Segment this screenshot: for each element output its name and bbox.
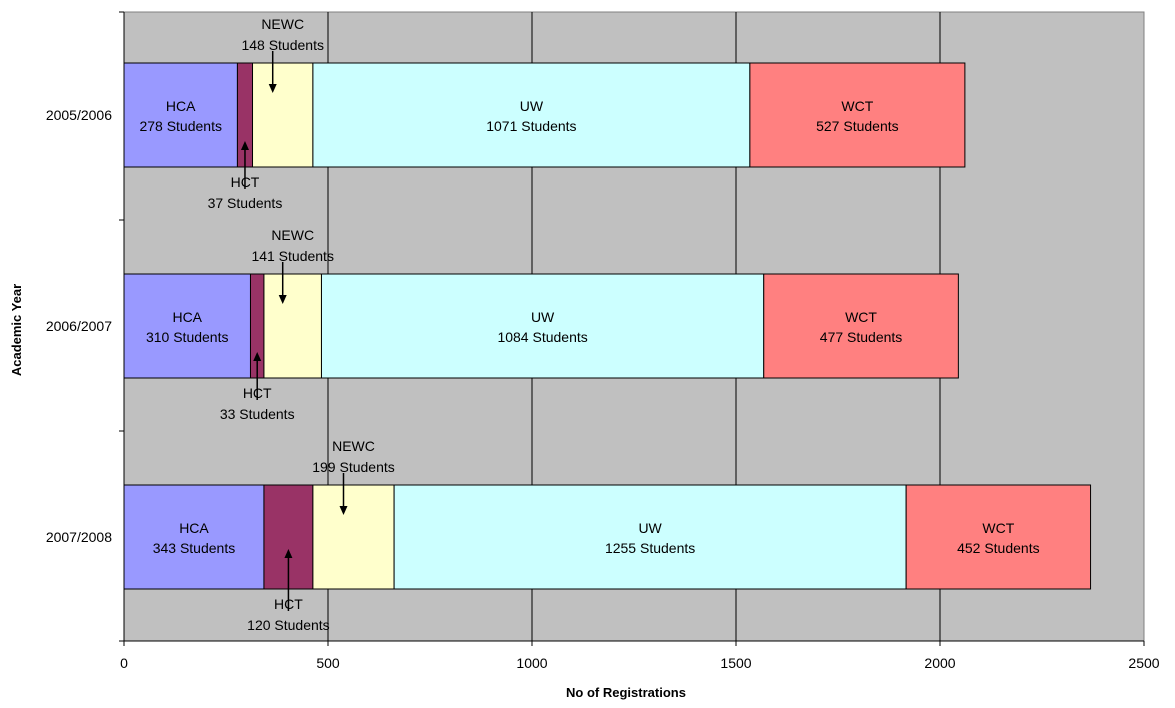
y-axis-title: Academic Year xyxy=(9,284,24,376)
segment-value-label: 37 Students xyxy=(208,195,283,211)
segment-value-label: 141 Students xyxy=(251,248,334,264)
bar-hca-3 xyxy=(123,484,265,590)
bar-hca-1 xyxy=(123,62,238,168)
y-tick-label: 2007/2008 xyxy=(46,529,112,545)
bar-wct-2 xyxy=(763,273,959,379)
segment-name-label: HCA xyxy=(172,309,202,325)
segment-value-label: 310 Students xyxy=(146,329,229,345)
segment-name-label: WCT xyxy=(845,309,877,325)
segment-name-label: NEWC xyxy=(271,227,314,243)
segment-name-label: HCA xyxy=(166,98,196,114)
annotations: HCT 37 Students NEWC 148 Students HCT 33 Stud… xyxy=(208,16,395,633)
annotation-arrowhead-newc xyxy=(268,84,277,93)
segment-name-label: HCA xyxy=(179,520,209,536)
segment-value-label: 1255 Students xyxy=(605,540,695,556)
segment-name-label: UW xyxy=(520,98,544,114)
annotation-arrowhead-newc xyxy=(278,295,287,304)
x-tick-label: 0 xyxy=(120,655,128,671)
bar-newc-1 xyxy=(252,62,314,168)
segment-value-label: 1084 Students xyxy=(497,329,587,345)
y-ticks: 2005/2006 2006/2007 2007/2008 xyxy=(46,11,124,642)
segment-name-label: NEWC xyxy=(261,16,304,32)
bar-uw-3 xyxy=(393,484,907,590)
x-tick-label: 500 xyxy=(316,655,340,671)
segment-value-label: 527 Students xyxy=(816,118,899,134)
segment-name-label: UW xyxy=(638,520,662,536)
x-tick-label: 2000 xyxy=(924,655,955,671)
x-tick-label: 1500 xyxy=(720,655,751,671)
segment-name-label: HCT xyxy=(243,385,272,401)
annotation-arrowhead-newc xyxy=(339,506,348,515)
bar-uw-1 xyxy=(312,62,751,168)
segment-name-label: UW xyxy=(531,309,555,325)
bar-wct-3 xyxy=(905,484,1092,590)
segment-value-label: 343 Students xyxy=(153,540,236,556)
x-axis-title: No of Registrations xyxy=(566,685,686,700)
segment-name-label: HCT xyxy=(231,174,260,190)
axes xyxy=(123,12,1144,642)
segment-value-label: 33 Students xyxy=(220,406,295,422)
segment-name-label: WCT xyxy=(982,520,1014,536)
segment-value-label: 452 Students xyxy=(957,540,1040,556)
x-tick-label: 1000 xyxy=(516,655,547,671)
bar-uw-2 xyxy=(320,273,765,379)
segment-name-label: HCT xyxy=(274,596,303,612)
segment-value-label: 278 Students xyxy=(139,118,222,134)
segment-name-label: NEWC xyxy=(332,438,375,454)
y-tick-label: 2006/2007 xyxy=(46,318,112,334)
annotation-arrowhead-hct xyxy=(240,141,249,150)
annotation-arrowhead-hct xyxy=(253,352,262,361)
bar-newc-2 xyxy=(263,273,322,379)
x-ticks: 0 500 1000 1500 2000 2500 xyxy=(120,641,1160,671)
segment-value-label: 199 Students xyxy=(312,459,395,475)
bar-newc-3 xyxy=(312,484,395,590)
bar-wct-1 xyxy=(749,62,966,168)
segment-value-label: 148 Students xyxy=(241,37,324,53)
segment-value-label: 477 Students xyxy=(820,329,903,345)
segment-value-label: 1071 Students xyxy=(486,118,576,134)
x-tick-label: 2500 xyxy=(1128,655,1159,671)
segment-value-label: 120 Students xyxy=(247,617,330,633)
y-tick-label: 2005/2006 xyxy=(46,107,112,123)
bars: HCA 278 Students UW 1071 Students WCT 527 Stu… xyxy=(123,62,1092,590)
bar-hca-2 xyxy=(123,273,251,379)
annotation-arrowhead-hct xyxy=(284,549,293,558)
segment-name-label: WCT xyxy=(841,98,873,114)
